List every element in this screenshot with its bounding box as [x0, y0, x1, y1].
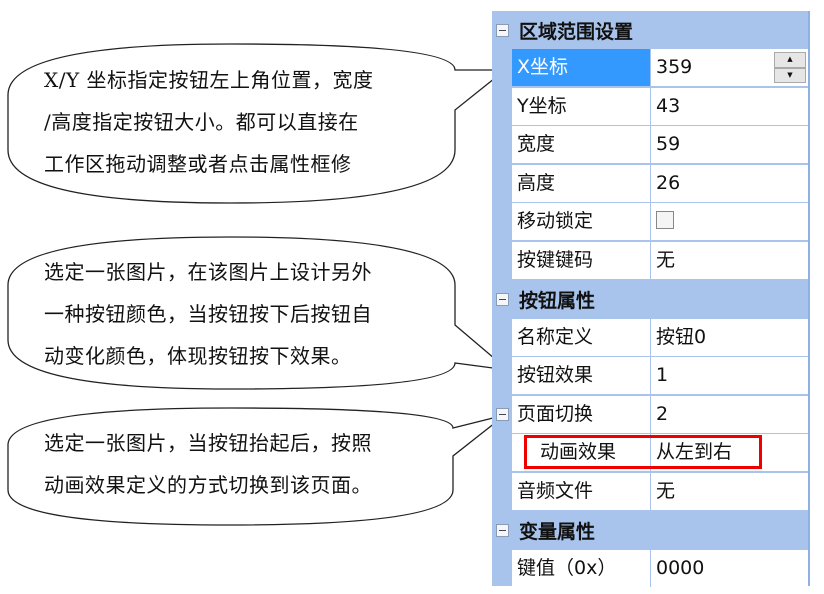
section-title: 区域范围设置: [519, 20, 634, 43]
callout-line: X/Y 坐标指定按钮左上角位置，宽度: [44, 68, 374, 92]
spin-down-icon[interactable]: ▼: [774, 67, 806, 83]
callout-line: 选定一张图片，在该图片上设计另外: [44, 260, 372, 284]
spin-up-icon[interactable]: ▲: [774, 52, 806, 68]
property-name: 宽度: [512, 126, 651, 163]
callout-line: 一种按钮颜色，当按钮按下后按钮自: [44, 302, 372, 326]
collapse-icon[interactable]: [496, 408, 509, 421]
highlight-box: [524, 435, 762, 469]
property-value[interactable]: 按钮0: [651, 318, 808, 356]
section-region-settings[interactable]: 区域范围设置: [492, 11, 808, 49]
property-value[interactable]: [651, 203, 808, 240]
property-name: Y坐标: [512, 87, 651, 125]
property-row-page-switch[interactable]: 页面切换 2: [512, 395, 808, 433]
property-row-height[interactable]: 高度 26: [512, 164, 808, 202]
property-grid: 区域范围设置 X坐标 359 ▲ ▼ Y坐标 43 宽度 59 高度 26 移动锁…: [492, 11, 810, 587]
property-row-keycode[interactable]: 按键键码 无: [512, 241, 808, 279]
property-row-key-value[interactable]: 键值（0x） 0000: [512, 549, 808, 587]
property-name: 键值（0x）: [512, 549, 651, 587]
property-value[interactable]: 43: [651, 87, 808, 125]
property-value[interactable]: 无: [651, 241, 808, 279]
collapse-icon[interactable]: [496, 292, 509, 306]
property-value[interactable]: 0000: [651, 549, 808, 587]
property-value[interactable]: 59: [651, 126, 808, 163]
property-name: X坐标: [512, 49, 651, 86]
section-title: 变量属性: [519, 520, 596, 543]
property-name: 音频文件: [512, 472, 651, 510]
move-lock-checkbox[interactable]: [656, 211, 674, 229]
property-name: 名称定义: [512, 318, 651, 356]
property-value[interactable]: 1: [651, 357, 808, 394]
section-variable-properties[interactable]: 变量属性: [492, 511, 808, 549]
property-row-move-lock[interactable]: 移动锁定: [512, 203, 808, 240]
property-name: 页面切换: [512, 395, 651, 433]
property-value[interactable]: 2: [651, 395, 808, 433]
property-row-width[interactable]: 宽度 59: [512, 126, 808, 163]
property-row-y[interactable]: Y坐标 43: [512, 87, 808, 125]
spin-control[interactable]: ▲ ▼: [774, 52, 806, 83]
callout-text-1: X/Y 坐标指定按钮左上角位置，宽度 /高度指定按钮大小。都可以直接在 工作区拖…: [44, 59, 424, 185]
callout-bubble-2: [7, 236, 511, 390]
callout-line: 动画效果定义的方式切换到该页面。: [44, 473, 372, 497]
section-button-properties[interactable]: 按钮属性: [492, 280, 808, 318]
collapse-icon[interactable]: [496, 523, 509, 537]
property-row-x[interactable]: X坐标 359 ▲ ▼: [512, 49, 808, 86]
callout-bubble-3: [7, 407, 506, 526]
property-value[interactable]: 从左到右: [651, 434, 808, 471]
property-row-animation[interactable]: 动画效果 从左到右: [512, 434, 808, 471]
property-name: 动画效果: [512, 434, 651, 471]
callout-text-3: 选定一张图片，当按钮抬起后，按照 动画效果定义的方式切换到该页面。: [44, 422, 424, 506]
property-name: 移动锁定: [512, 203, 651, 240]
callout-line: /高度指定按钮大小。都可以直接在: [44, 110, 359, 134]
collapse-icon[interactable]: [496, 23, 509, 37]
property-name: 高度: [512, 164, 651, 202]
callout-text-2: 选定一张图片，在该图片上设计另外 一种按钮颜色，当按钮按下后按钮自 动变化颜色，…: [44, 251, 424, 377]
callout-line: 工作区拖动调整或者点击属性框修: [44, 152, 352, 176]
property-value[interactable]: 26: [651, 164, 808, 202]
callout-bubble-1: [7, 43, 507, 204]
callout-line: 动变化颜色，体现按钮按下效果。: [44, 344, 352, 368]
property-row-button-effect[interactable]: 按钮效果 1: [512, 357, 808, 394]
property-row-audio[interactable]: 音频文件 无: [512, 472, 808, 510]
property-name: 按钮效果: [512, 357, 651, 394]
section-title: 按钮属性: [519, 289, 596, 312]
property-value[interactable]: 无: [651, 472, 808, 510]
value-text: 359: [656, 56, 693, 78]
callout-line: 选定一张图片，当按钮抬起后，按照: [44, 431, 372, 455]
property-row-name[interactable]: 名称定义 按钮0: [512, 318, 808, 356]
property-name: 按键键码: [512, 241, 651, 279]
property-value-x[interactable]: 359 ▲ ▼: [651, 49, 808, 86]
